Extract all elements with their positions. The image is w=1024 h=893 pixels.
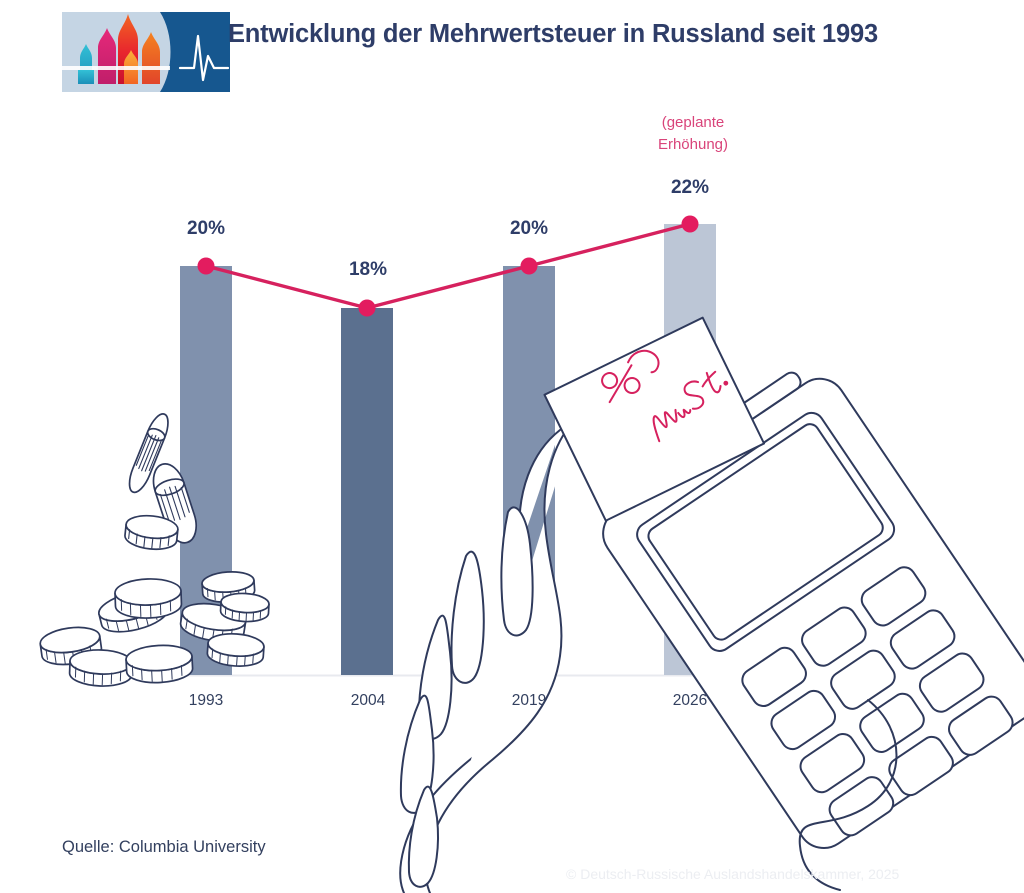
ahk-russia-logo [62, 12, 230, 92]
planned-increase-annotation: (geplante Erhöhung) [618, 112, 768, 156]
trend-marker-1993 [197, 257, 215, 275]
copyright-note: © Deutsch-Russische Auslandshandelskamme… [566, 866, 900, 882]
category-label-2026: 2026 [672, 692, 708, 709]
trend-marker-2026 [681, 215, 699, 233]
trend-line-group [197, 215, 699, 317]
category-label-2019: 2019 [511, 692, 547, 709]
logo-svg [62, 12, 230, 92]
annotation-line-1: (geplante [661, 114, 725, 131]
page-header: Entwicklung der Mehrwertsteuer in Russla… [0, 0, 1024, 100]
bar-2004 [341, 308, 393, 675]
payment-terminal-icon [399, 371, 1024, 893]
trend-marker-2019 [520, 257, 538, 275]
page-title: Entwicklung der Mehrwertsteuer in Russla… [228, 20, 878, 48]
data-label-2019: 20% [509, 218, 549, 239]
st-basils-cathedral-icon [62, 14, 170, 84]
receipt-mwst-text [652, 370, 729, 443]
pulse-line-icon [178, 34, 230, 82]
trend-marker-2004 [358, 299, 376, 317]
data-label-2004: 18% [348, 259, 388, 280]
receipt-percent-icon [601, 349, 660, 404]
trend-line [204, 222, 692, 310]
source-note: Quelle: Columbia University [62, 838, 266, 856]
receipt-handwriting [601, 349, 729, 443]
category-label-1993: 1993 [188, 692, 224, 709]
category-label-2004: 2004 [350, 692, 386, 709]
data-label-2026: 22% [670, 177, 710, 198]
coins-pile-icon [39, 413, 270, 687]
annotation-line-2: Erhöhung) [657, 136, 729, 153]
data-label-1993: 20% [186, 218, 226, 239]
